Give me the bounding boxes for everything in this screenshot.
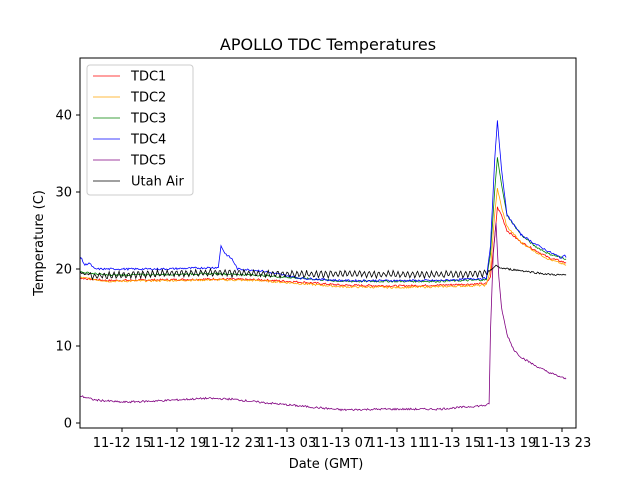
plot-frame: [79, 57, 577, 429]
x-tick-label: 11-13 19: [478, 436, 536, 451]
legend-entry: TDC1: [93, 70, 166, 85]
series-line-tdc5: [80, 222, 567, 412]
legend-entry: TDC4: [93, 133, 166, 148]
legend-entry: Utah Air: [93, 175, 184, 190]
legend-entry: TDC2: [93, 91, 166, 106]
legend-label: Utah Air: [131, 175, 184, 190]
series-line-tdc3: [80, 157, 567, 283]
y-tick-label: 30: [55, 186, 72, 201]
series-layer: [80, 120, 567, 412]
y-tick-label: 10: [55, 340, 72, 355]
y-tick-label: 0: [64, 417, 72, 432]
y-axis-label: Temperature (C): [32, 190, 47, 297]
legend-label: TDC3: [130, 112, 166, 127]
y-tick-label: 20: [55, 263, 72, 278]
x-tick-label: 11-13 11: [368, 436, 426, 451]
legend-entry: TDC5: [93, 154, 166, 169]
x-axis-label: Date (GMT): [289, 457, 364, 472]
legend-label: TDC4: [130, 133, 166, 148]
legend-box: [86, 64, 194, 196]
legend-entry: TDC3: [93, 112, 166, 127]
x-tick-label: 11-13 03: [258, 436, 316, 451]
series-line-utah-air: [80, 264, 567, 281]
x-tick-label: 11-12 23: [203, 436, 261, 451]
legend-label: TDC2: [130, 91, 166, 106]
x-tick-label: 11-12 15: [93, 436, 151, 451]
series-line-tdc4: [80, 120, 567, 283]
x-tick-label: 11-12 19: [148, 436, 206, 451]
legend: TDC1 TDC2 TDC3 TDC4 TDC5 Utah Air: [86, 64, 194, 196]
chart-title: APOLLO TDC Temperatures: [220, 35, 436, 54]
x-tick-label: 11-13 23: [533, 436, 591, 451]
x-tick-label: 11-13 07: [313, 436, 371, 451]
legend-label: TDC5: [130, 154, 166, 169]
x-tick-label: 11-13 15: [423, 436, 481, 451]
y-axis: 0 10 20 30 40: [55, 109, 80, 432]
series-line-tdc2: [80, 188, 567, 289]
legend-label: TDC1: [130, 70, 166, 85]
y-tick-label: 40: [55, 109, 72, 124]
